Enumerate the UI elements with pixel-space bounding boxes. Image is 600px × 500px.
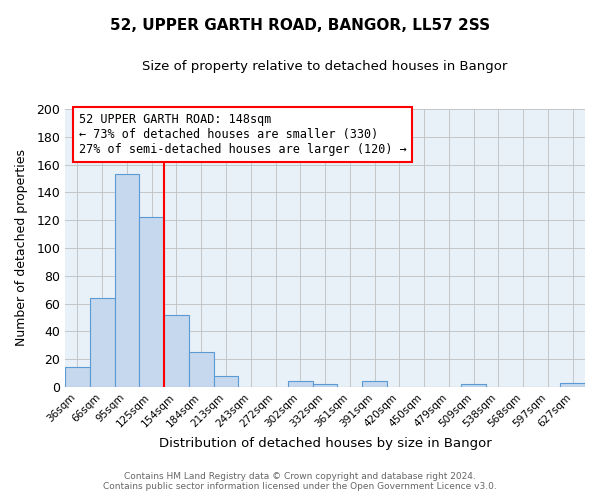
Title: Size of property relative to detached houses in Bangor: Size of property relative to detached ho…	[142, 60, 508, 73]
Text: Contains HM Land Registry data © Crown copyright and database right 2024.: Contains HM Land Registry data © Crown c…	[124, 472, 476, 481]
Bar	[313, 384, 337, 387]
Text: 52, UPPER GARTH ROAD, BANGOR, LL57 2SS: 52, UPPER GARTH ROAD, BANGOR, LL57 2SS	[110, 18, 490, 32]
X-axis label: Distribution of detached houses by size in Bangor: Distribution of detached houses by size …	[158, 437, 491, 450]
Bar	[461, 384, 486, 387]
Bar	[214, 376, 238, 387]
Bar	[90, 298, 115, 387]
Y-axis label: Number of detached properties: Number of detached properties	[15, 150, 28, 346]
Bar	[560, 383, 585, 387]
Text: Contains public sector information licensed under the Open Government Licence v3: Contains public sector information licen…	[103, 482, 497, 491]
Bar	[115, 174, 139, 387]
Bar	[65, 368, 90, 387]
Bar	[362, 382, 387, 387]
Bar	[288, 382, 313, 387]
Bar	[164, 314, 189, 387]
Bar	[139, 218, 164, 387]
Text: 52 UPPER GARTH ROAD: 148sqm
← 73% of detached houses are smaller (330)
27% of se: 52 UPPER GARTH ROAD: 148sqm ← 73% of det…	[79, 113, 406, 156]
Bar	[189, 352, 214, 387]
